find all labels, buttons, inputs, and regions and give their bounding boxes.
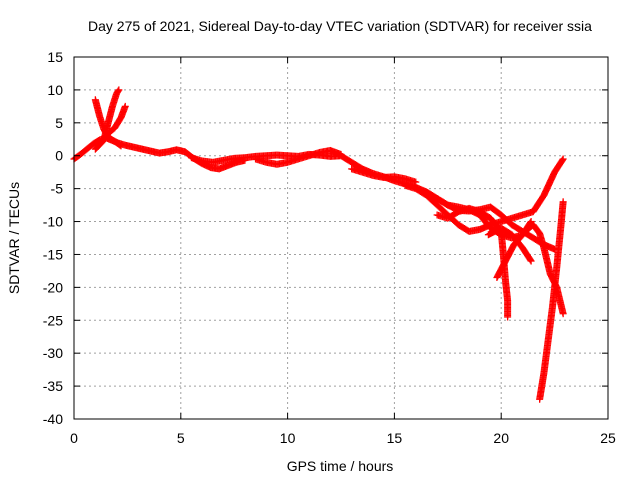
x-tick-label: 15 (387, 430, 403, 446)
x-axis-title: GPS time / hours (287, 458, 394, 474)
axis-ticks (73, 56, 609, 420)
y-axis-title: SDTVAR / TECUs (6, 182, 22, 294)
x-tick-label: 0 (70, 430, 78, 446)
y-tick-label: -40 (43, 411, 63, 427)
data-point (114, 87, 122, 95)
y-tick-label: -25 (43, 312, 63, 328)
y-tick-label: -30 (43, 345, 63, 361)
data-point (117, 142, 125, 150)
data-point (504, 313, 512, 321)
data-markers (70, 86, 567, 403)
y-tick-label: -15 (43, 246, 63, 262)
y-tick-label: -20 (43, 279, 63, 295)
plot-frame (73, 56, 609, 420)
data-point (526, 219, 534, 227)
data-point (527, 218, 535, 226)
y-tick-label: 10 (47, 82, 63, 98)
y-tick-label: 5 (55, 115, 63, 131)
data-point (115, 86, 123, 94)
data-point (559, 155, 567, 163)
y-tick-label: -5 (51, 181, 64, 197)
data-point (116, 141, 124, 149)
data-point (121, 102, 129, 110)
y-tick-label: -10 (43, 214, 63, 230)
data-point (559, 310, 567, 318)
y-tick-label: -35 (43, 378, 63, 394)
data-point (558, 156, 566, 164)
data-point (527, 257, 535, 265)
x-tick-label: 10 (280, 430, 296, 446)
data-point (412, 178, 420, 186)
data-point (559, 198, 567, 206)
x-tick-label: 25 (600, 430, 616, 446)
data-point (337, 150, 345, 158)
chart-title: Day 275 of 2021, Sidereal Day-to-day VTE… (88, 18, 592, 34)
data-point (526, 256, 534, 264)
tick-labels: 0 5 10 15 20 25 -40 -35 -30 -25 -20 -15 -10 -5 0 5 10 15 (43, 49, 616, 446)
y-tick-label: 15 (47, 49, 63, 65)
x-tick-label: 20 (493, 430, 509, 446)
y-tick-label: 0 (55, 148, 63, 164)
x-tick-label: 5 (177, 430, 185, 446)
